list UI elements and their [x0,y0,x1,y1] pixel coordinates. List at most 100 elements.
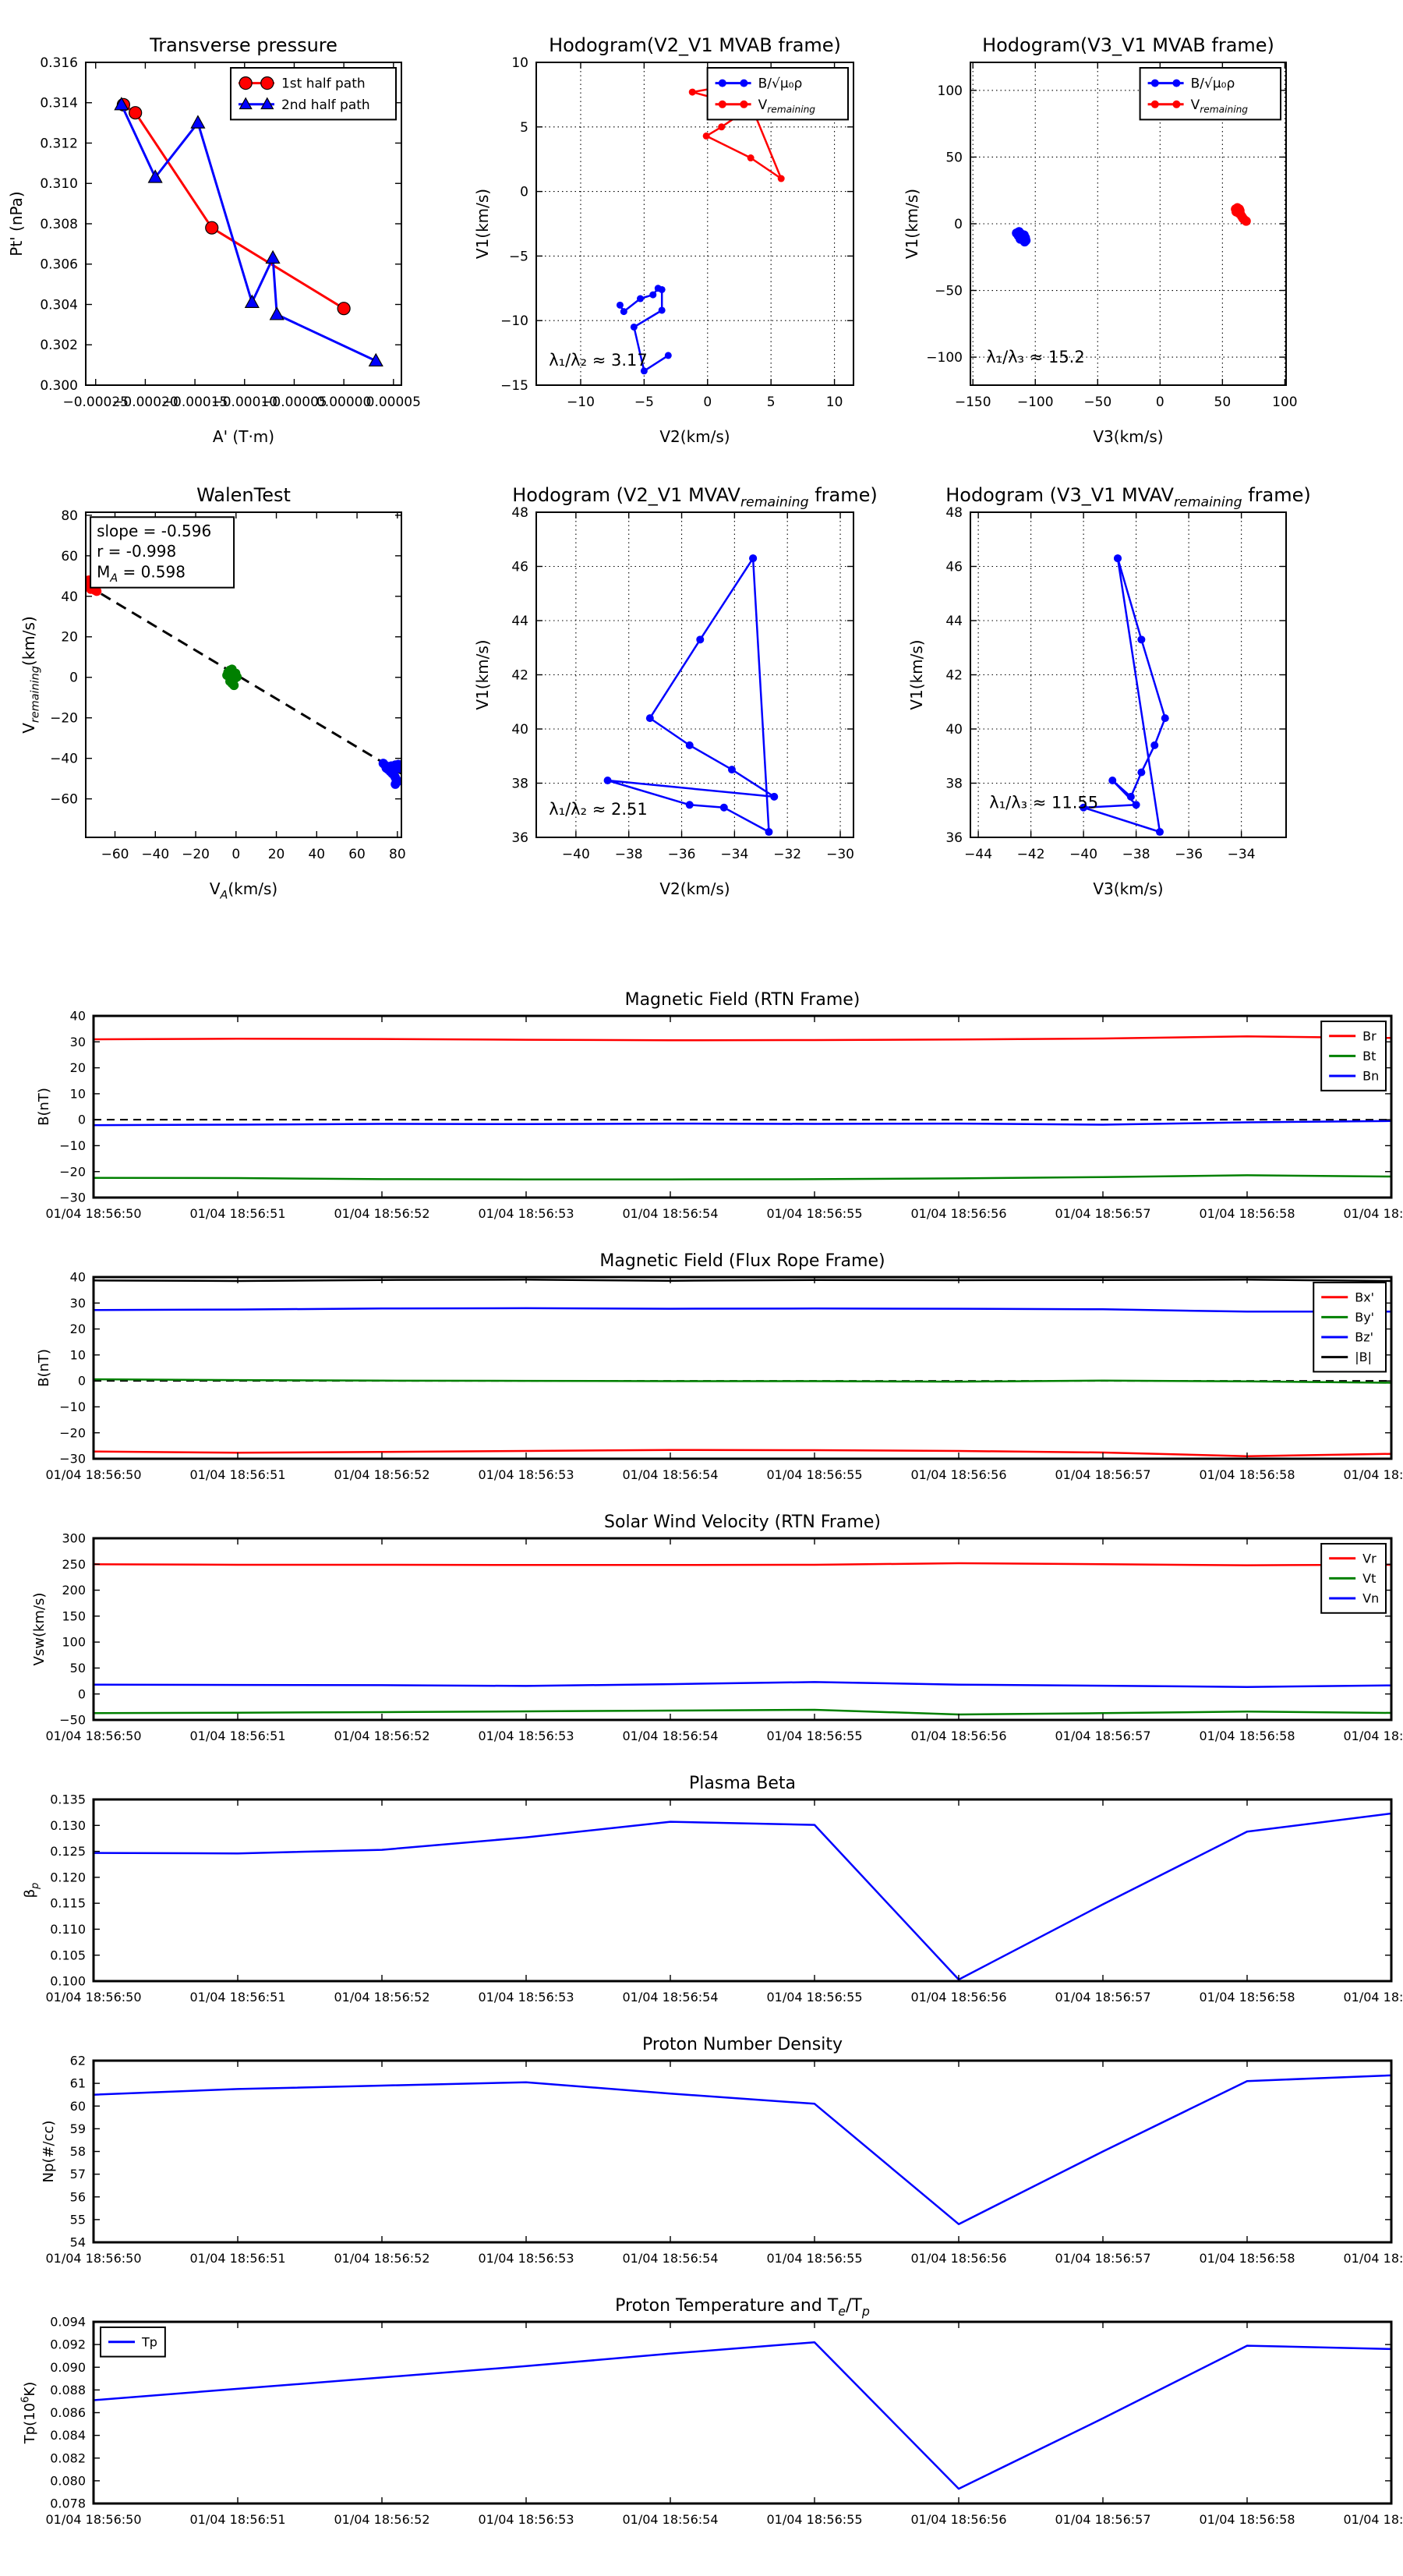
hodogram-v2-v1-mvav-xtick-label: −32 [773,847,801,862]
solar-wind-velocity-rtn-ylabel: Vsw(km/s) [31,1593,48,1666]
walen-test-ylabel: Vremaining(km/s) [19,616,42,734]
proton-temperature-xtick-label: 01/04 18:56:50 [45,2512,141,2527]
transverse-pressure-markers-2nd-half-path [114,97,383,367]
magnetic-field-flux-rope-legend: Bx' By' Bz' |B| [1313,1282,1387,1373]
circle-marker [1235,206,1245,216]
walen-test-xtick-label: 40 [308,847,325,862]
circle-marker [92,586,102,596]
hodogram-v3-v1-mvav-ytick-label: 42 [945,667,963,683]
hodogram-v3-v1-mvav-ytick-label: 46 [945,559,963,575]
hodogram-v3-v1-mvav-ytick-label: 36 [945,830,963,846]
circle-marker [702,132,710,140]
hodogram-v2-v1-mvab-ytick-label: 5 [520,120,528,136]
magnetic-field-flux-rope-xtick-label: 01/04 18:56:55 [766,1467,862,1482]
proton-number-density-ytick-label: 54 [70,2235,86,2250]
walen-test-xtick-label: 0 [231,847,240,862]
circle-marker [740,79,748,87]
circle-marker [1172,79,1181,87]
hodogram-v2-v1-mvav-xtick-label: −30 [826,847,854,862]
solar-wind-velocity-rtn-xtick-label: 01/04 18:56:51 [189,1729,285,1743]
circle-marker [394,763,401,773]
walen-test-ytick-label: −20 [50,711,78,727]
hodogram-v2-v1-mvav-ytick-label: 36 [511,830,528,846]
transverse-pressure-ytick-label: 0.306 [40,257,78,273]
magnetic-field-flux-rope-ytick-label: −10 [59,1399,86,1414]
solar-wind-velocity-rtn-ytick-label: 50 [70,1661,86,1675]
transverse-pressure-legend-label: 1st half path [281,76,366,92]
solar-wind-velocity-rtn-ytick-label: 100 [62,1635,86,1650]
magnetic-field-flux-rope-xtick-label: 01/04 18:56:54 [622,1467,718,1482]
transverse-pressure-series-1st-half-path [122,104,345,310]
magnetic-field-flux-rope-series--b- [94,1279,1391,1283]
hodogram-v3-v1-mvab-xtick-label: 100 [1272,395,1297,410]
proton-number-density-ytick-label: 57 [70,2167,86,2181]
proton-temperature-ytick-label: 0.080 [50,2473,86,2488]
plasma-beta-xtick-label: 01/04 18:56:53 [478,1990,574,2005]
proton-temperature-xtick-label: 01/04 18:56:53 [478,2512,574,2527]
magnetic-field-flux-rope-ytick-label: 30 [70,1296,86,1311]
circle-marker [727,766,736,774]
magnetic-field-rtn-xtick-label: 01/04 18:56:58 [1199,1206,1295,1221]
magnetic-field-rtn-series-bn [94,1120,1391,1127]
magnetic-field-rtn-axes [94,1016,1391,1198]
hodogram-v2-v1-mvab-border [535,62,854,386]
solar-wind-velocity-rtn-xtick-label: 01/04 18:56:50 [45,1729,141,1743]
magnetic-field-flux-rope-ytick-label: 40 [70,1270,86,1285]
proton-number-density-xtick-label: 01/04 18:56:51 [189,2251,285,2266]
plasma-beta-ytick-label: 0.105 [50,1948,86,1962]
plasma-beta: 01/04 18:56:50 01/04 18:56:51 01/04 18:56:… [22,1774,1403,2005]
magnetic-field-rtn-xtick-label: 01/04 18:56:59 [1343,1206,1403,1221]
circle-marker [1132,801,1140,809]
hodogram-v2-v1-mvab-ytick-label: −10 [500,313,528,329]
plasma-beta-ylabel: βp [22,1883,41,1898]
walen-test-xtick-label: 20 [268,847,285,862]
circle-marker [222,671,232,681]
circle-marker [1108,777,1117,785]
hodogram-v2-v1-mvab-legend-label: B/√μ₀ρ [758,76,803,92]
hodogram-v3-v1-mvab-legend-label: Vremaining [1191,97,1249,115]
proton-number-density-xtick-label: 01/04 18:56:59 [1343,2251,1403,2266]
hodogram-v2-v1-mvav-annotation: λ₁/λ₂ ≈ 2.51 [549,800,647,819]
proton-number-density-xtick-label: 01/04 18:56:55 [766,2251,862,2266]
triangle-marker [244,294,260,308]
proton-number-density: 01/04 18:56:50 01/04 18:56:51 01/04 18:56:… [41,2035,1403,2266]
transverse-pressure-ytick-label: 0.302 [40,338,78,353]
hodogram-v2-v1-mvav-ylabel: V1(km/s) [473,639,492,709]
hodogram-v3-v1-mvab-markers-b- [1012,227,1031,247]
hodogram-v3-v1-mvab-ytick-label: 50 [945,150,963,165]
hodogram-v3-v1-mvav-xtick-label: −34 [1228,847,1256,862]
magnetic-field-flux-rope-xtick-label: 01/04 18:56:50 [45,1467,141,1482]
walen-test-title: WalenTest [196,484,291,506]
magnetic-field-flux-rope-xtick-label: 01/04 18:56:51 [189,1467,285,1482]
magnetic-field-flux-rope-ytick-label: 20 [70,1322,86,1336]
proton-temperature-ytick-label: 0.094 [50,2315,86,2330]
circle-marker [1114,554,1122,563]
circle-marker [260,76,274,90]
hodogram-v2-v1-mvab-annotation: λ₁/λ₂ ≈ 3.17 [549,351,647,370]
magnetic-field-flux-rope-series-bz- [94,1307,1391,1313]
magnetic-field-rtn-xtick-label: 01/04 18:56:55 [766,1206,862,1221]
hodogram-v2-v1-mvav-title: Hodogram (V2_V1 MVAVremaining frame) [512,484,878,511]
circle-marker [1012,229,1023,239]
transverse-pressure-xtick-label: −0.00025 [62,395,129,410]
proton-number-density-axes [94,2061,1391,2242]
hodogram-v2-v1-mvab-ytick-label: 0 [520,185,528,200]
proton-temperature-ytick-label: 0.092 [50,2337,86,2352]
magnetic-field-flux-rope-legend-label: By' [1355,1310,1374,1325]
triangle-marker [114,97,129,111]
hodogram-v2-v1-mvab-xtick-label: 5 [767,395,776,410]
walen-test-xtick-label: −40 [141,847,169,862]
solar-wind-velocity-rtn-xtick-label: 01/04 18:56:56 [910,1729,1006,1743]
plasma-beta-xtick-label: 01/04 18:56:56 [910,1990,1006,2005]
proton-temperature: 01/04 18:56:50 01/04 18:56:51 01/04 18:56:… [19,2296,1403,2527]
magnetic-field-flux-rope-legend-label: Bz' [1355,1330,1373,1345]
transverse-pressure-xlabel: A' (T·m) [213,427,274,446]
hodogram-v2-v1-mvab-legend-label: Vremaining [758,97,816,115]
magnetic-field-rtn-series-br [94,1035,1391,1042]
solar-wind-velocity-rtn-xtick-label: 01/04 18:56:58 [1199,1729,1295,1743]
walen-test-xlabel: VA(km/s) [210,879,277,902]
walen-test-stats-line: slope = -0.596 [97,522,211,540]
solar-wind-velocity-rtn-ytick-label: −50 [59,1713,86,1728]
hodogram-v3-v1-mvab-markers-v-remaining- [1231,203,1251,226]
walen-test-xtick-label: −20 [182,847,210,862]
